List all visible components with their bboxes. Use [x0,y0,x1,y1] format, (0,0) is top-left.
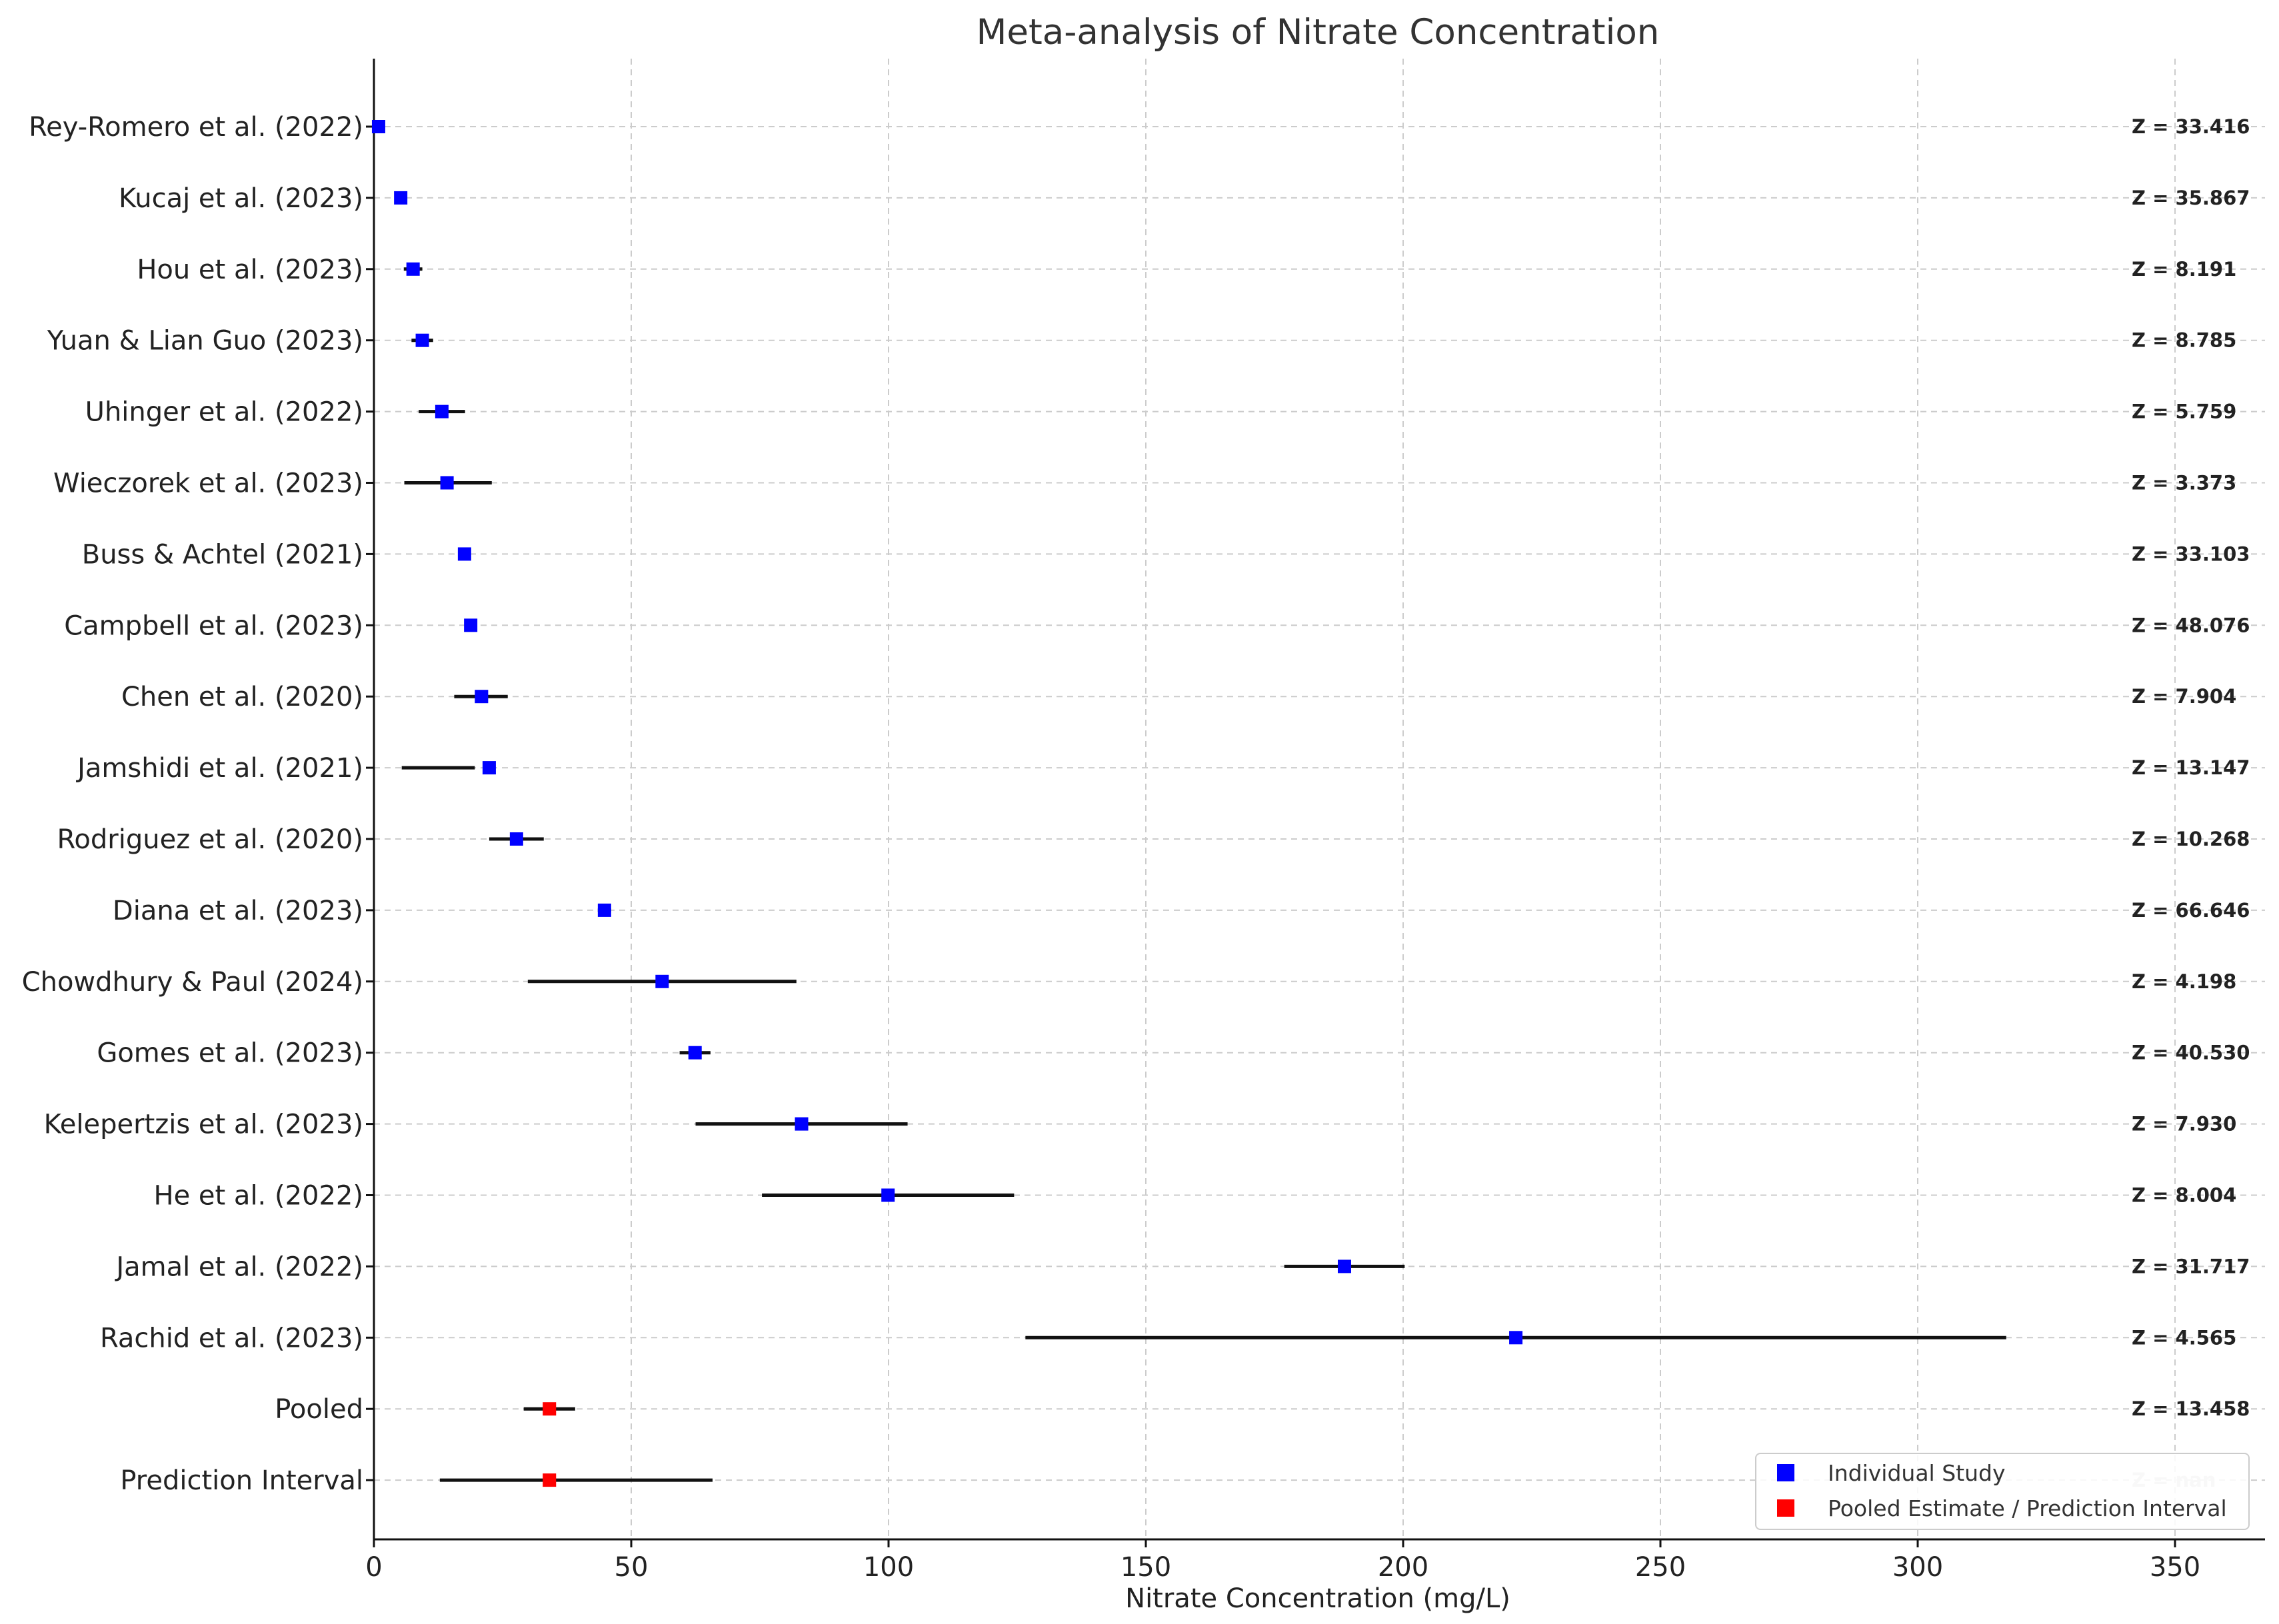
study-estimate-marker [415,333,429,347]
study-label: Wieczorek et al. (2023) [53,468,363,499]
z-score-label: Z = 7.930 [2132,1113,2236,1136]
study-label: Prediction Interval [120,1465,363,1496]
study-estimate-marker [509,832,523,846]
study-label: Jamal et al. (2022) [114,1251,363,1282]
study-estimate-marker [795,1117,809,1131]
z-score-label: Z = 7.904 [2132,685,2236,708]
z-score-label: Z = 40.530 [2132,1042,2250,1064]
study-label: Pooled [275,1394,363,1425]
z-score-label: Z = 8.191 [2132,258,2236,281]
study-label: Chen et al. (2020) [121,682,363,712]
study-row: Rey-Romero et al. (2022) Z = 33.416 [29,112,2250,143]
study-row: Gomes et al. (2023) Z = 40.530 [97,1038,2250,1069]
x-tick-label: 250 [1635,1552,1686,1583]
study-row: Jamal et al. (2022) Z = 31.717 [114,1251,2250,1282]
study-label: Uhinger et al. (2022) [85,397,363,428]
pooled-estimate-marker [543,1402,557,1416]
z-score-label: Z = 35.867 [2132,187,2250,209]
pooled-estimate-marker [543,1473,557,1487]
x-tick-label: 50 [615,1552,649,1583]
z-score-label: Z = 8.785 [2132,329,2236,352]
study-estimate-marker [881,1188,895,1202]
chart-title: Meta-analysis of Nitrate Concentration [977,12,1660,53]
study-label: Buss & Achtel (2021) [82,539,363,570]
z-score-label: Z = 10.268 [2132,828,2250,850]
grid-lines [374,59,2265,1539]
axes [373,59,2265,1541]
legend: Individual Study Pooled Estimate / Predi… [1755,1453,2250,1530]
z-score-label: Z = 3.373 [2132,472,2236,494]
x-axis-label: Nitrate Concentration (mg/L) [1125,1583,1510,1614]
study-estimate-marker [457,547,471,561]
x-tick-label: 150 [1121,1552,1171,1583]
study-estimate-marker [1509,1331,1523,1345]
study-estimate-marker [688,1046,702,1060]
study-row: Buss & Achtel (2021) Z = 33.103 [82,539,2250,570]
legend-swatch-pooled [1777,1499,1794,1517]
study-row: Chen et al. (2020) Z = 7.904 [121,682,2236,712]
study-label: Rodriguez et al. (2020) [57,824,363,855]
legend-frame [1755,1453,2250,1530]
study-row: Diana et al. (2023) Z = 66.646 [113,896,2250,926]
study-row: Yuan & Lian Guo (2023) Z = 8.785 [47,326,2236,357]
study-label: Diana et al. (2023) [113,896,363,926]
study-row: Kucaj et al. (2023) Z = 35.867 [119,183,2250,214]
study-label: Campbell et al. (2023) [64,610,363,641]
x-axis-ticks: 0 50 100 150 200 250 300 350 [365,1539,2200,1583]
z-score-label: Z = 66.646 [2132,899,2250,922]
study-row: Uhinger et al. (2022) Z = 5.759 [85,397,2237,428]
x-tick-label: 0 [365,1552,382,1583]
study-estimate-marker [482,761,496,775]
legend-label-pooled: Pooled Estimate / Prediction Interval [1828,1495,2227,1521]
study-row: Rodriguez et al. (2020) Z = 10.268 [57,824,2250,855]
study-row: Pooled Z = 13.458 [275,1394,2250,1425]
study-label: Rey-Romero et al. (2022) [29,112,363,143]
x-tick-label: 350 [2150,1552,2200,1583]
z-score-label: Z = 4.565 [2132,1326,2236,1349]
z-score-label: Z = 5.759 [2132,401,2236,423]
study-label: Kelepertzis et al. (2023) [44,1110,363,1140]
study-row: Hou et al. (2023) Z = 8.191 [137,255,2236,285]
study-label: Hou et al. (2023) [137,255,363,285]
study-label: He et al. (2022) [154,1181,363,1212]
x-tick-label: 100 [863,1552,914,1583]
study-label: Chowdhury & Paul (2024) [22,967,363,998]
study-estimate-marker [1337,1259,1351,1273]
study-row: Campbell et al. (2023) Z = 48.076 [64,610,2250,641]
x-tick-label: 200 [1378,1552,1428,1583]
study-label: Kucaj et al. (2023) [119,183,363,214]
study-row: Rachid et al. (2023) Z = 4.565 [100,1323,2236,1353]
study-estimate-marker [371,120,385,133]
study-estimate-marker [406,262,420,276]
study-estimate-marker [475,690,489,704]
study-estimate-marker [440,476,454,490]
z-score-label: Z = 8.004 [2132,1184,2236,1207]
z-score-label: Z = 33.103 [2132,542,2250,565]
study-estimate-marker [394,191,408,205]
legend-swatch-individual [1777,1464,1794,1481]
z-score-label: Z = 48.076 [2132,614,2250,636]
study-estimate-marker [655,974,669,988]
x-tick-label: 300 [1892,1552,1943,1583]
z-score-label: Z = 31.717 [2132,1255,2250,1277]
z-score-label: Z = 13.147 [2132,756,2250,779]
study-rows: Rey-Romero et al. (2022) Z = 33.416 Kucaj … [22,112,2250,1496]
z-score-label: Z = 33.416 [2132,115,2250,138]
study-label: Gomes et al. (2023) [97,1038,363,1069]
z-score-label: Z = 4.198 [2132,970,2236,993]
study-row: Chowdhury & Paul (2024) Z = 4.198 [22,967,2237,998]
study-row: Wieczorek et al. (2023) Z = 3.373 [53,468,2236,499]
legend-label-individual: Individual Study [1828,1460,2005,1486]
study-label: Jamshidi et al. (2021) [75,753,363,784]
z-score-label: Z = 13.458 [2132,1397,2250,1420]
study-row: Kelepertzis et al. (2023) Z = 7.930 [44,1110,2237,1140]
study-estimate-marker [435,405,449,418]
study-label: Yuan & Lian Guo (2023) [47,326,363,357]
study-estimate-marker [464,618,478,632]
study-row: Jamshidi et al. (2021) Z = 13.147 [75,753,2250,784]
study-row: He et al. (2022) Z = 8.004 [154,1181,2237,1212]
study-estimate-marker [597,903,611,917]
study-label: Rachid et al. (2023) [100,1323,363,1353]
